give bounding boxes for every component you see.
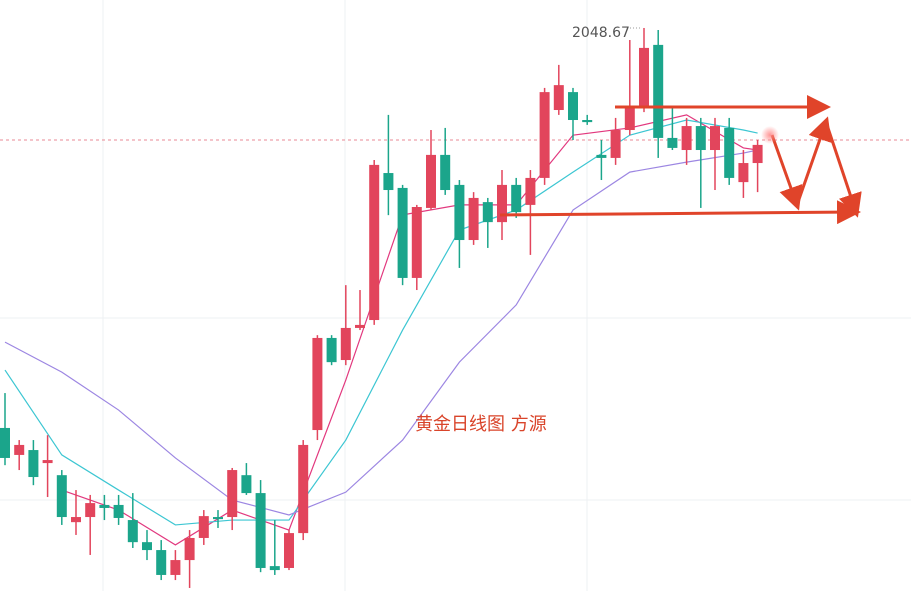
candle-body — [255, 493, 266, 568]
candle-body — [639, 47, 649, 108]
candle-body — [454, 184, 465, 241]
candle-body — [99, 504, 110, 508]
candle-body — [213, 517, 223, 520]
candle-body — [596, 154, 607, 158]
candle-body — [397, 187, 408, 278]
candle-body — [440, 154, 451, 191]
candle-body — [411, 207, 422, 278]
candle-body — [127, 520, 138, 543]
candle-body — [695, 126, 706, 151]
candle-body — [624, 107, 635, 131]
candle-body — [56, 475, 67, 518]
candle-body — [355, 324, 365, 328]
candle-body — [312, 337, 323, 431]
candle-body — [42, 460, 53, 464]
candle-body — [85, 503, 96, 518]
candle-body — [681, 126, 692, 151]
candle-body — [326, 337, 337, 363]
candle-body — [667, 137, 678, 148]
candle-body — [0, 427, 10, 458]
annotation-arrows — [499, 95, 862, 225]
candle-body — [241, 475, 252, 494]
high-label: 2048.67 — [572, 25, 630, 41]
candle-body — [468, 197, 479, 241]
candle-body — [14, 444, 25, 455]
candle-body — [170, 560, 181, 575]
candle-body — [724, 127, 735, 178]
candle-body — [269, 566, 280, 571]
candle-body — [184, 537, 195, 561]
ma-line — [4, 149, 758, 516]
candle-body — [340, 327, 351, 361]
candle-body — [198, 516, 209, 538]
candle-body — [113, 504, 124, 518]
candle-body — [553, 85, 564, 111]
candle-body — [653, 44, 664, 138]
ma-line — [61, 114, 758, 546]
candle-body — [525, 177, 536, 205]
candle-body — [426, 154, 436, 208]
candle-body — [142, 542, 152, 551]
ma-line — [4, 119, 758, 526]
candle-body — [227, 470, 238, 518]
candle-body — [28, 450, 39, 478]
plot-area — [0, 27, 911, 588]
candle-body — [71, 517, 81, 523]
candle-body — [710, 126, 720, 151]
candle-body — [284, 533, 294, 568]
candle-body — [383, 173, 394, 191]
candle-body — [369, 164, 380, 321]
price-glow — [761, 126, 779, 144]
candle-body — [582, 120, 593, 123]
candle-body — [752, 144, 763, 164]
candle-body — [156, 550, 167, 575]
candle-body — [738, 163, 749, 183]
candle-body — [610, 130, 621, 158]
candle-body — [482, 202, 493, 223]
candle-body — [497, 184, 507, 223]
annotation-text: 黄金日线图 方源 — [415, 414, 547, 435]
candle-body — [298, 444, 309, 534]
candle-body — [511, 184, 522, 213]
candle-body — [539, 92, 550, 178]
candle-body — [568, 92, 578, 121]
